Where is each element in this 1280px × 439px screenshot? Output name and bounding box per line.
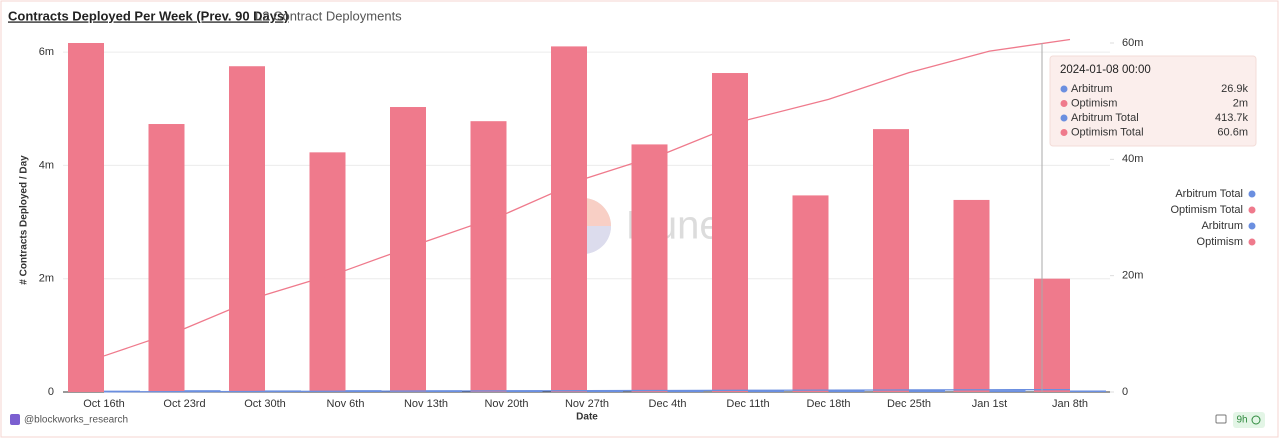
bar [390, 107, 426, 392]
bar [631, 144, 668, 392]
bar [873, 129, 909, 392]
legend-swatch [1248, 206, 1256, 214]
tooltip-value: 413.7k [1215, 112, 1249, 124]
x-tick-label: Oct 30th [244, 398, 286, 410]
chart-subtitle: L2 Contract Deployments [255, 8, 402, 23]
tooltip-value: 26.9k [1221, 83, 1248, 95]
y-tick-label: 0 [48, 386, 54, 398]
tooltip-value: 60.6m [1217, 126, 1248, 138]
y-tick-label: 6m [39, 46, 54, 58]
x-tick-label: Dec 11th [726, 398, 769, 410]
tooltip-title: 2024-01-08 00:00 [1060, 64, 1151, 76]
bar [953, 199, 990, 392]
line-series [103, 388, 1071, 393]
x-tick-label: Oct 23rd [163, 398, 205, 410]
y2-tick-label: 40m [1122, 153, 1143, 165]
x-tick-label: Jan 1st [972, 398, 1007, 410]
x-tick-label: Oct 16th [83, 398, 125, 410]
y-axis-title: # Contracts Deployed / Day [19, 155, 30, 285]
bar [68, 43, 104, 392]
bar [1034, 278, 1070, 392]
bar [909, 390, 945, 392]
tooltip-value: 2m [1233, 97, 1248, 109]
bar [712, 73, 748, 393]
x-axis-title: Date [576, 412, 598, 423]
legend-swatch [1248, 238, 1256, 246]
legend-swatch [1248, 222, 1256, 230]
y-tick-label: 4m [39, 159, 54, 171]
bar [229, 66, 265, 393]
tooltip-swatch [1060, 100, 1068, 107]
tooltip-label: Arbitrum [1071, 83, 1113, 95]
x-tick-label: Dec 4th [649, 398, 687, 410]
x-tick-label: Nov 13th [404, 398, 448, 410]
x-tick-label: Jan 8th [1052, 398, 1088, 410]
y-tick-label: 2m [39, 273, 54, 285]
chart-title[interactable]: Contracts Deployed Per Week (Prev. 90 Da… [8, 8, 289, 23]
author[interactable]: @blockworks_research [24, 415, 128, 426]
legend-label[interactable]: Optimism Total [1170, 204, 1243, 216]
line-series [103, 38, 1071, 357]
tooltip-box [1049, 55, 1257, 147]
bar [792, 195, 829, 392]
x-tick-label: Nov 20th [484, 398, 528, 410]
y2-tick-label: 20m [1122, 270, 1143, 282]
tooltip-swatch [1060, 85, 1068, 93]
bar [828, 390, 865, 392]
tooltip: 2024-01-08 00:00 Arbitrum 26.9k Optimism 2m A… [1049, 55, 1257, 147]
camera-icon[interactable] [1215, 414, 1227, 424]
x-tick-label: Dec 25th [887, 398, 931, 410]
bar [551, 46, 587, 392]
tooltip-label: Optimism [1071, 97, 1117, 109]
y2-tick-label: 0 [1122, 386, 1128, 398]
tooltip-label: Optimism Total [1071, 126, 1144, 138]
legend-label[interactable]: Optimism [1197, 236, 1243, 248]
bar [148, 124, 185, 393]
legend-swatch [1248, 190, 1256, 198]
bar [1070, 390, 1106, 392]
tooltip-swatch [1060, 114, 1068, 122]
tooltip-label: Arbitrum Total [1071, 112, 1139, 124]
age: 9h [1236, 415, 1247, 426]
x-tick-label: Dec 18th [806, 398, 850, 410]
bar [748, 390, 784, 392]
y2-tick-label: 60m [1122, 37, 1143, 49]
tooltip-swatch [1060, 129, 1068, 136]
bar [989, 390, 1026, 392]
legend-label[interactable]: Arbitrum [1201, 220, 1243, 232]
author-icon [10, 414, 20, 425]
bar [470, 121, 507, 393]
x-tick-label: Nov 6th [327, 398, 365, 410]
legend-label[interactable]: Arbitrum Total [1175, 188, 1243, 200]
age-check [1251, 415, 1261, 425]
x-tick-label: Nov 27th [565, 398, 609, 410]
